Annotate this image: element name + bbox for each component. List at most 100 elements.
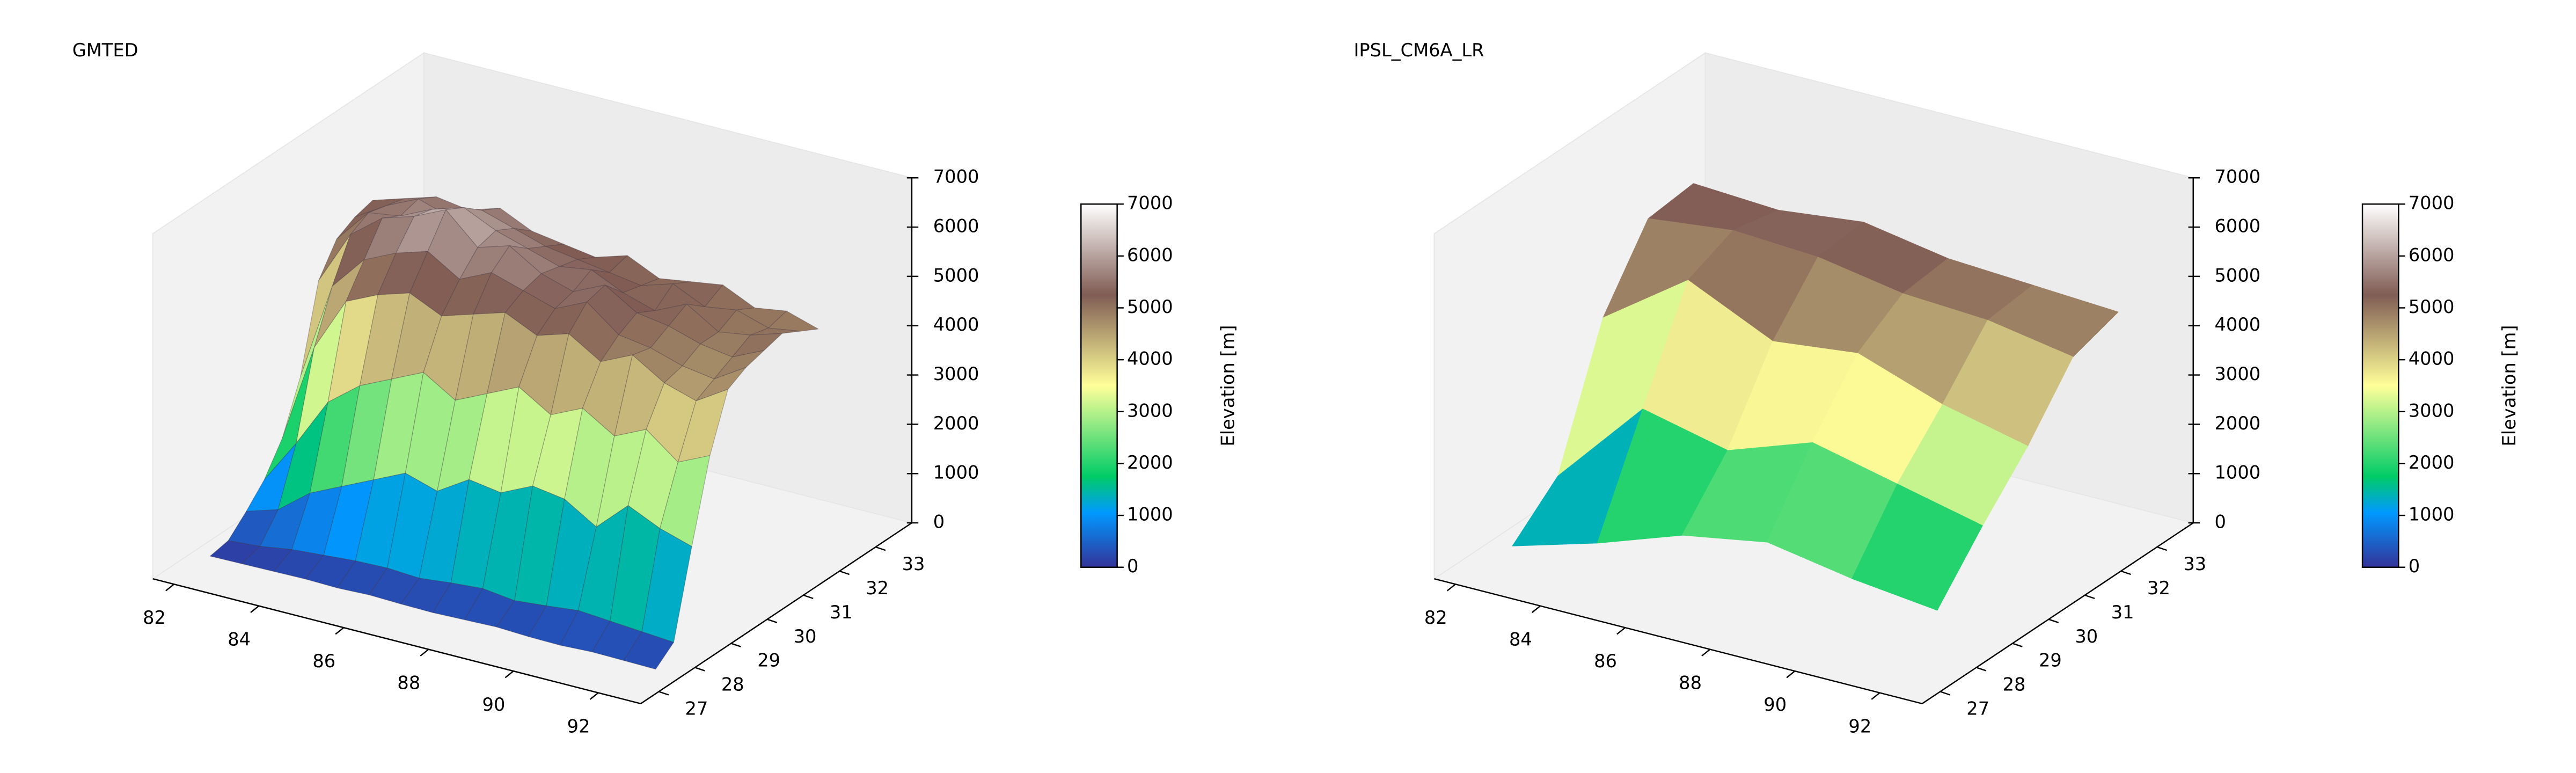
y-tick — [1976, 667, 1987, 672]
x-tick-label: 82 — [143, 607, 166, 628]
z-tick-label: 7000 — [2215, 166, 2261, 187]
colorbar-label: Elevation [m] — [2499, 325, 2520, 446]
z-tick-label: 0 — [933, 512, 945, 533]
x-tick-label: 86 — [312, 651, 335, 672]
y-tick-label: 33 — [902, 553, 925, 574]
x-tick-label: 90 — [1763, 694, 1787, 715]
x-tick — [1786, 670, 1796, 679]
z-tick-label: 3000 — [2215, 363, 2261, 384]
colorbar-tick-label: 3000 — [1127, 400, 1173, 421]
z-tick-label: 0 — [2215, 512, 2226, 533]
y-tick-label: 28 — [721, 674, 744, 695]
x-tick — [1616, 627, 1626, 635]
colorbar — [2361, 203, 2399, 568]
x-tick-label: 82 — [1424, 607, 1447, 628]
x-tick — [335, 627, 345, 635]
y-tick-label: 28 — [2003, 674, 2026, 695]
x-tick — [504, 670, 514, 679]
colorbar-tick-label: 5000 — [2409, 296, 2455, 317]
x-tick-label: 88 — [397, 672, 420, 693]
y-tick-label: 30 — [2075, 626, 2098, 647]
chart-title: GMTED — [72, 40, 138, 61]
chart-title: IPSL_CM6A_LR — [1353, 40, 1484, 61]
z-tick-label: 4000 — [933, 314, 979, 335]
colorbar-tick-label: 6000 — [2409, 244, 2455, 265]
x-tick — [1446, 584, 1456, 592]
x-tick — [420, 648, 429, 657]
colorbar-tick-label: 4000 — [2409, 348, 2455, 369]
colorbar — [1080, 203, 1118, 568]
y-tick — [875, 546, 886, 551]
colorbar-tick-label: 5000 — [1127, 296, 1173, 317]
y-tick — [767, 618, 778, 623]
y-tick-label: 29 — [757, 650, 780, 671]
surface-face — [731, 333, 783, 358]
z-tick-label: 3000 — [933, 363, 979, 384]
y-tick — [730, 643, 741, 647]
y-tick — [694, 667, 705, 672]
x-tick — [1701, 648, 1711, 657]
x-tick-label: 90 — [482, 694, 506, 715]
z-tick-label: 2000 — [2215, 413, 2261, 434]
z-tick-label: 5000 — [2215, 265, 2261, 286]
y-tick-label: 31 — [2111, 602, 2134, 623]
colorbar-tick-label: 1000 — [1127, 504, 1173, 525]
x-tick — [1871, 692, 1880, 700]
z-tick-label: 5000 — [933, 265, 979, 286]
chart-panel: IPSL_CM6A_LR 82 84 86 88 90 92 27 28 29 30 31 32 33 0 1… — [1353, 40, 2520, 736]
x-tick — [250, 605, 260, 613]
surface-face — [623, 631, 674, 670]
y-axis-line — [1921, 522, 2194, 704]
x-axis-line — [152, 578, 641, 705]
x-tick-label: 84 — [228, 629, 251, 650]
z-tick-label: 4000 — [2215, 314, 2261, 335]
surface-face — [750, 327, 801, 336]
colorbar-tick-label: 2000 — [1127, 452, 1173, 473]
z-tick-label: 1000 — [2215, 462, 2261, 483]
colorbar-tick-label: 0 — [1127, 556, 1138, 577]
z-tick-label: 1000 — [933, 462, 979, 483]
colorbar-tick-label: 1000 — [2409, 504, 2455, 525]
y-tick-label: 27 — [1966, 698, 1989, 719]
colorbar-tick-label: 4000 — [1127, 348, 1173, 369]
x-tick-label: 84 — [1509, 629, 1532, 650]
x-tick — [1532, 605, 1541, 613]
y-tick — [2120, 570, 2131, 575]
y-tick — [1940, 691, 1951, 696]
y-tick-label: 31 — [830, 602, 853, 623]
z-tick-label: 2000 — [933, 413, 979, 434]
y-tick-label: 29 — [2039, 650, 2062, 671]
y-tick — [2048, 618, 2059, 623]
x-axis-line — [1434, 578, 1922, 705]
y-tick-label: 30 — [794, 626, 817, 647]
y-tick — [839, 570, 850, 575]
surface-face — [1851, 484, 1983, 611]
surface-face — [696, 367, 747, 402]
y-tick-label: 32 — [2147, 578, 2170, 599]
colorbar-tick-label: 7000 — [2409, 193, 2455, 214]
surface-face — [641, 528, 692, 643]
y-tick — [803, 594, 814, 600]
y-tick — [658, 691, 669, 696]
colorbar-tick-label: 3000 — [2409, 400, 2455, 421]
y-tick — [2157, 546, 2168, 551]
y-tick-label: 33 — [2183, 553, 2206, 574]
y-tick-label: 27 — [685, 698, 708, 719]
colorbar-tick-label: 2000 — [2409, 452, 2455, 473]
z-tick-label: 6000 — [2215, 216, 2261, 237]
x-tick-label: 92 — [567, 716, 590, 736]
colorbar-tick-label: 0 — [2409, 556, 2420, 577]
chart-panel: GMTED 82 84 86 88 90 92 27 28 29 30 31 32 33 0 1000 2000… — [72, 40, 1239, 736]
y-tick — [2084, 594, 2095, 600]
colorbar-tick-label: 7000 — [1127, 193, 1173, 214]
colorbar-label: Elevation [m] — [1217, 325, 1238, 446]
x-tick — [165, 584, 174, 592]
y-axis-line — [640, 522, 912, 704]
x-tick-label: 92 — [1848, 716, 1871, 736]
y-tick — [2012, 643, 2023, 647]
y-tick-label: 32 — [866, 578, 889, 599]
z-tick-label: 6000 — [933, 216, 979, 237]
z-tick-label: 7000 — [933, 166, 979, 187]
x-tick-label: 88 — [1679, 672, 1702, 693]
